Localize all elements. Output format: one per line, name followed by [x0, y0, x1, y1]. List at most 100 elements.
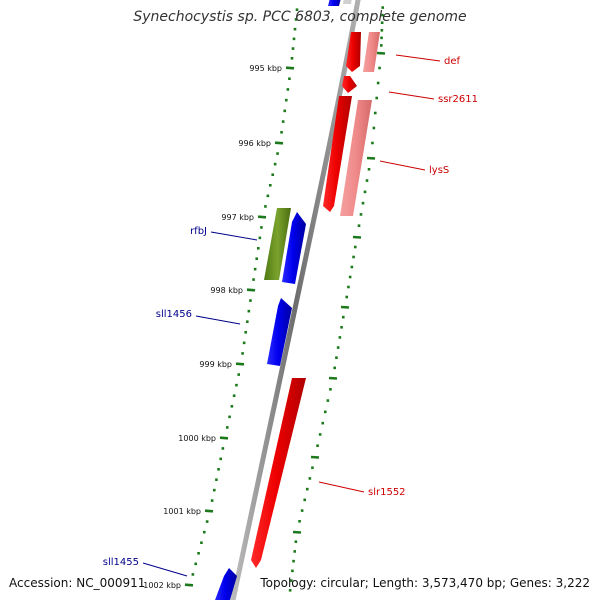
- inner-scale-minor-tick: [252, 278, 255, 281]
- outer-scale-minor-tick: [288, 588, 292, 592]
- gene-fragment-faded[interactable]: [343, 0, 352, 4]
- inner-scale-minor-tick: [260, 226, 263, 229]
- outer-scale-minor-tick: [375, 96, 379, 100]
- gene-label-def[interactable]: def: [444, 56, 461, 67]
- outer-scale-major-tick: [328, 376, 338, 380]
- outer-scale-minor-tick: [311, 466, 314, 470]
- scale-tick-label: 997 kbp: [221, 213, 254, 222]
- outer-scale-minor-tick: [333, 366, 337, 370]
- inner-scale-minor-tick: [273, 162, 277, 166]
- gene-label-lysS[interactable]: lysS: [429, 165, 449, 176]
- gene-sll1455[interactable]: [215, 568, 237, 600]
- gene-def[interactable]: [346, 32, 361, 72]
- inner-scale-minor-tick: [290, 56, 294, 60]
- scale-tick-label: 1001 kbp: [163, 507, 201, 516]
- outer-scale-minor-tick: [340, 325, 343, 329]
- leader-line-def: [395, 54, 441, 62]
- outer-scale-major-tick: [310, 455, 320, 459]
- gene-lysS[interactable]: [323, 96, 352, 212]
- outer-scale-major-tick: [292, 530, 302, 534]
- gene-fragment-forward[interactable]: [328, 0, 341, 6]
- genome-summary-text: Topology: circular; Length: 3,573,470 bp…: [260, 576, 590, 590]
- inner-scale-minor-tick: [241, 352, 244, 355]
- outer-scale-minor-tick: [361, 201, 365, 205]
- outer-scale-minor-tick: [305, 487, 309, 491]
- scale-major-tick: [246, 288, 256, 292]
- outer-scale-minor-tick: [336, 346, 340, 349]
- gene-ssr2611[interactable]: [342, 76, 357, 93]
- outer-scale-minor-tick: [347, 285, 350, 289]
- outer-scale-minor-tick: [294, 540, 298, 544]
- inner-scale-minor-tick: [295, 8, 299, 12]
- inner-scale-minor-tick: [228, 415, 231, 419]
- leader-line-slr1552: [318, 481, 365, 493]
- outer-scale-major-tick: [366, 156, 376, 160]
- inner-scale-minor-tick: [219, 457, 223, 461]
- outer-scale-minor-tick: [348, 275, 352, 279]
- gene-label-sll1455[interactable]: sll1455: [103, 557, 139, 568]
- inner-scale-minor-tick: [281, 120, 285, 123]
- inner-scale-minor-tick: [288, 77, 291, 81]
- scale-major-tick: [235, 362, 245, 366]
- scale-tick-label: 995 kbp: [249, 64, 282, 73]
- outer-scale-minor-tick: [326, 399, 330, 402]
- inner-scale-minor-tick: [283, 109, 287, 113]
- gene-slr1552[interactable]: [251, 378, 306, 568]
- scale-tick-label: 1000 kbp: [178, 434, 216, 443]
- inner-scale-minor-tick: [271, 173, 275, 177]
- outer-scale-major-tick: [340, 305, 350, 309]
- inner-scale-minor-tick: [197, 551, 200, 555]
- inner-scale-minor-tick: [202, 530, 206, 534]
- leader-line-rfbJ: [210, 231, 258, 241]
- scale-major-tick: [257, 215, 267, 219]
- inner-scale-minor-tick: [258, 236, 262, 240]
- inner-scale-minor-tick: [276, 152, 279, 155]
- scale-tick-label: 996 kbp: [238, 139, 271, 148]
- gene-label-slr1552[interactable]: slr1552: [368, 487, 406, 498]
- outer-scale-major-tick: [352, 235, 362, 239]
- inner-scale-minor-tick: [292, 37, 296, 41]
- scale-major-tick: [274, 141, 284, 145]
- outer-scale-minor-tick: [323, 410, 327, 414]
- outer-scale-minor-tick: [308, 477, 312, 480]
- outer-scale-minor-tick: [376, 81, 380, 85]
- outer-scale-minor-tick: [373, 111, 377, 115]
- leader-line-sll1456: [195, 315, 241, 325]
- outer-scale-minor-tick: [292, 559, 295, 563]
- inner-scale-minor-tick: [293, 27, 297, 31]
- scale-major-tick: [184, 583, 194, 587]
- inner-scale-minor-tick: [215, 478, 218, 482]
- inner-scale-minor-tick: [212, 488, 216, 492]
- gene-label-ssr2611[interactable]: ssr2611: [438, 94, 478, 105]
- outer-scale-minor-tick: [380, 21, 384, 25]
- gene-def-shadow[interactable]: [363, 32, 380, 72]
- outer-scale-minor-tick: [318, 433, 322, 436]
- leader-line-sll1455: [142, 562, 188, 577]
- inner-scale-minor-tick: [294, 18, 298, 21]
- outer-scale-minor-tick: [289, 579, 293, 582]
- gene-sll1456[interactable]: [267, 298, 292, 366]
- inner-scale-minor-tick: [291, 47, 295, 50]
- inner-scale-minor-tick: [268, 183, 272, 187]
- gene-label-sll1456[interactable]: sll1456: [156, 309, 192, 320]
- scale-tick-label: 1002 kbp: [143, 581, 181, 590]
- scale-major-tick: [219, 436, 229, 440]
- inner-scale-minor-tick: [264, 205, 267, 208]
- leader-line-lysS: [379, 160, 426, 171]
- gene-label-rfbJ[interactable]: rfbJ: [190, 226, 207, 237]
- inner-scale-minor-tick: [280, 130, 283, 134]
- gene-rfbJ-partner[interactable]: [282, 212, 306, 284]
- outer-scale-minor-tick: [321, 421, 325, 425]
- inner-scale-minor-tick: [286, 88, 290, 91]
- inner-scale-minor-tick: [194, 562, 198, 566]
- inner-scale-minor-tick: [255, 257, 259, 261]
- outer-scale-minor-tick: [352, 255, 355, 259]
- outer-scale-minor-tick: [379, 44, 383, 47]
- outer-scale-minor-tick: [372, 126, 376, 130]
- inner-scale-minor-tick: [230, 404, 234, 408]
- gene-rfbJ[interactable]: [264, 208, 291, 280]
- outer-scale-minor-tick: [341, 315, 345, 319]
- outer-scale-minor-tick: [381, 13, 384, 17]
- gene-lysS-shadow[interactable]: [340, 100, 372, 216]
